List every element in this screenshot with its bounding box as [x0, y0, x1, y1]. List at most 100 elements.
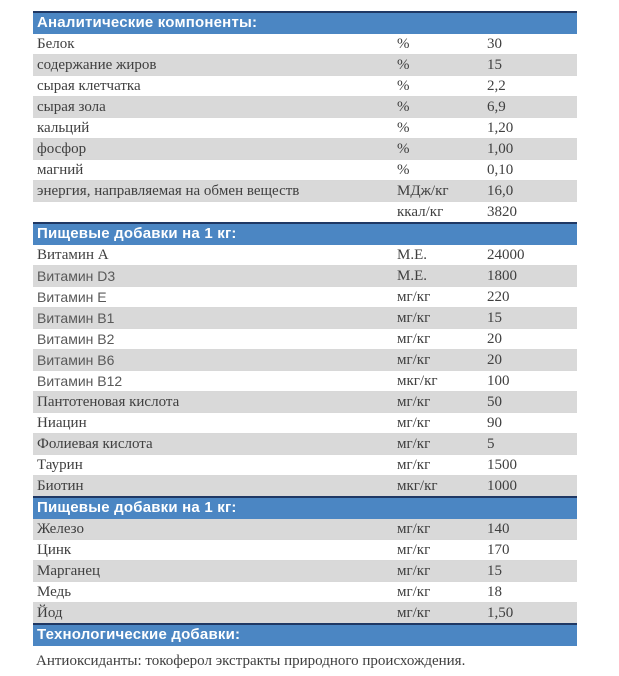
cell-value: 1500: [483, 454, 578, 476]
cell-value: 24000: [483, 245, 578, 266]
cell-value: 170: [483, 539, 578, 561]
cell-unit: мг/кг: [393, 328, 483, 350]
cell-name: Витамин А: [33, 245, 393, 266]
cell-value: 30: [483, 34, 578, 55]
cell-unit: М.Е.: [393, 265, 483, 287]
section-title: Технологические добавки:: [33, 623, 578, 646]
cell-unit: М.Е.: [393, 245, 483, 266]
cell-unit: %: [393, 34, 483, 55]
cell-value: 1,20: [483, 117, 578, 139]
cell-value: 220: [483, 286, 578, 308]
table-row: ккал/кг 3820: [33, 201, 578, 224]
table-row: Ниацин мг/кг 90: [33, 412, 578, 434]
cell-unit: мг/кг: [393, 286, 483, 308]
cell-unit: мг/кг: [393, 433, 483, 455]
cell-name: Биотин: [33, 475, 393, 498]
cell-value: 1000: [483, 475, 578, 498]
cell-unit: мкг/кг: [393, 370, 483, 392]
cell-name: Ниацин: [33, 412, 393, 434]
table-row: Пантотеновая кислота мг/кг 50: [33, 391, 578, 413]
cell-value: 20: [483, 349, 578, 371]
table-row: Витамин B2 мг/кг 20: [33, 328, 578, 350]
cell-name: Фолиевая кислота: [33, 433, 393, 455]
cell-value: 90: [483, 412, 578, 434]
cell-name: сырая зола: [33, 96, 393, 118]
cell-value: 20: [483, 328, 578, 350]
cell-unit: %: [393, 159, 483, 181]
table-row: Витамин B12 мкг/кг 100: [33, 370, 578, 392]
cell-unit: мг/кг: [393, 539, 483, 561]
cell-name: Таурин: [33, 454, 393, 476]
cell-unit: мг/кг: [393, 391, 483, 413]
cell-value: 16,0: [483, 180, 578, 202]
cell-unit: мг/кг: [393, 454, 483, 476]
table-row: сырая зола% 6,9: [33, 96, 578, 118]
cell-name: [33, 201, 393, 224]
cell-value: 15: [483, 54, 578, 76]
cell-name: Цинк: [33, 539, 393, 561]
cell-unit: %: [393, 117, 483, 139]
cell-value: 18: [483, 581, 578, 603]
cell-name: кальций: [33, 117, 393, 139]
cell-value: 2,2: [483, 75, 578, 97]
nutrition-table: Аналитические компоненты: Белок% 30 содержа…: [33, 11, 578, 646]
cell-name: магний: [33, 159, 393, 181]
cell-unit: мг/кг: [393, 412, 483, 434]
cell-value: 0,10: [483, 159, 578, 181]
section-header-row: Пищевые добавки на 1 кг:: [33, 496, 578, 519]
nutrition-table-body: Аналитические компоненты: Белок% 30 содержа…: [33, 11, 578, 646]
table-row: Йод мг/кг 1,50: [33, 602, 578, 625]
antioxidants-note: Антиоксиданты: токоферол экстракты приро…: [36, 653, 466, 669]
cell-unit: ккал/кг: [393, 201, 483, 224]
cell-value: 5: [483, 433, 578, 455]
table-row: энергия, направляемая на обмен веществ МД…: [33, 180, 578, 202]
cell-unit: МДж/кг: [393, 180, 483, 202]
cell-unit: мг/кг: [393, 560, 483, 582]
cell-name: Витамин D3: [33, 265, 393, 287]
cell-unit: мкг/кг: [393, 475, 483, 498]
cell-value: 15: [483, 560, 578, 582]
table-row: сырая клетчатка% 2,2: [33, 75, 578, 97]
cell-name: Витамин B1: [33, 307, 393, 329]
section-header-row: Технологические добавки:: [33, 623, 578, 646]
table-row: Железо мг/кг 140: [33, 519, 578, 540]
cell-name: содержание жиров: [33, 54, 393, 76]
cell-value: 140: [483, 519, 578, 540]
cell-value: 1800: [483, 265, 578, 287]
cell-name: фосфор: [33, 138, 393, 160]
table-row: Витамин D3 М.Е. 1800: [33, 265, 578, 287]
cell-unit: мг/кг: [393, 581, 483, 603]
cell-name: Витамин B6: [33, 349, 393, 371]
cell-unit: мг/кг: [393, 349, 483, 371]
cell-unit: %: [393, 75, 483, 97]
cell-value: 100: [483, 370, 578, 392]
section-header-row: Пищевые добавки на 1 кг:: [33, 222, 578, 245]
cell-name: Витамин E: [33, 286, 393, 308]
cell-name: Железо: [33, 519, 393, 540]
table-row: кальций% 1,20: [33, 117, 578, 139]
cell-value: 15: [483, 307, 578, 329]
table-row: Витамин B1 мг/кг 15: [33, 307, 578, 329]
cell-name: Пантотеновая кислота: [33, 391, 393, 413]
cell-value: 1,50: [483, 602, 578, 625]
cell-unit: мг/кг: [393, 602, 483, 625]
table-row: Белок% 30: [33, 34, 578, 55]
cell-name: Марганец: [33, 560, 393, 582]
cell-name: Витамин B2: [33, 328, 393, 350]
table-row: Марганец мг/кг 15: [33, 560, 578, 582]
cell-value: 1,00: [483, 138, 578, 160]
cell-name: Медь: [33, 581, 393, 603]
cell-name: сырая клетчатка: [33, 75, 393, 97]
table-row: магний% 0,10: [33, 159, 578, 181]
cell-unit: %: [393, 138, 483, 160]
section-header-row: Аналитические компоненты:: [33, 11, 578, 34]
cell-value: 6,9: [483, 96, 578, 118]
cell-unit: %: [393, 54, 483, 76]
section-title: Пищевые добавки на 1 кг:: [33, 496, 578, 519]
table-row: содержание жиров% 15: [33, 54, 578, 76]
table-row: Витамин А М.Е. 24000: [33, 245, 578, 266]
cell-name: Витамин B12: [33, 370, 393, 392]
table-row: Цинк мг/кг 170: [33, 539, 578, 561]
